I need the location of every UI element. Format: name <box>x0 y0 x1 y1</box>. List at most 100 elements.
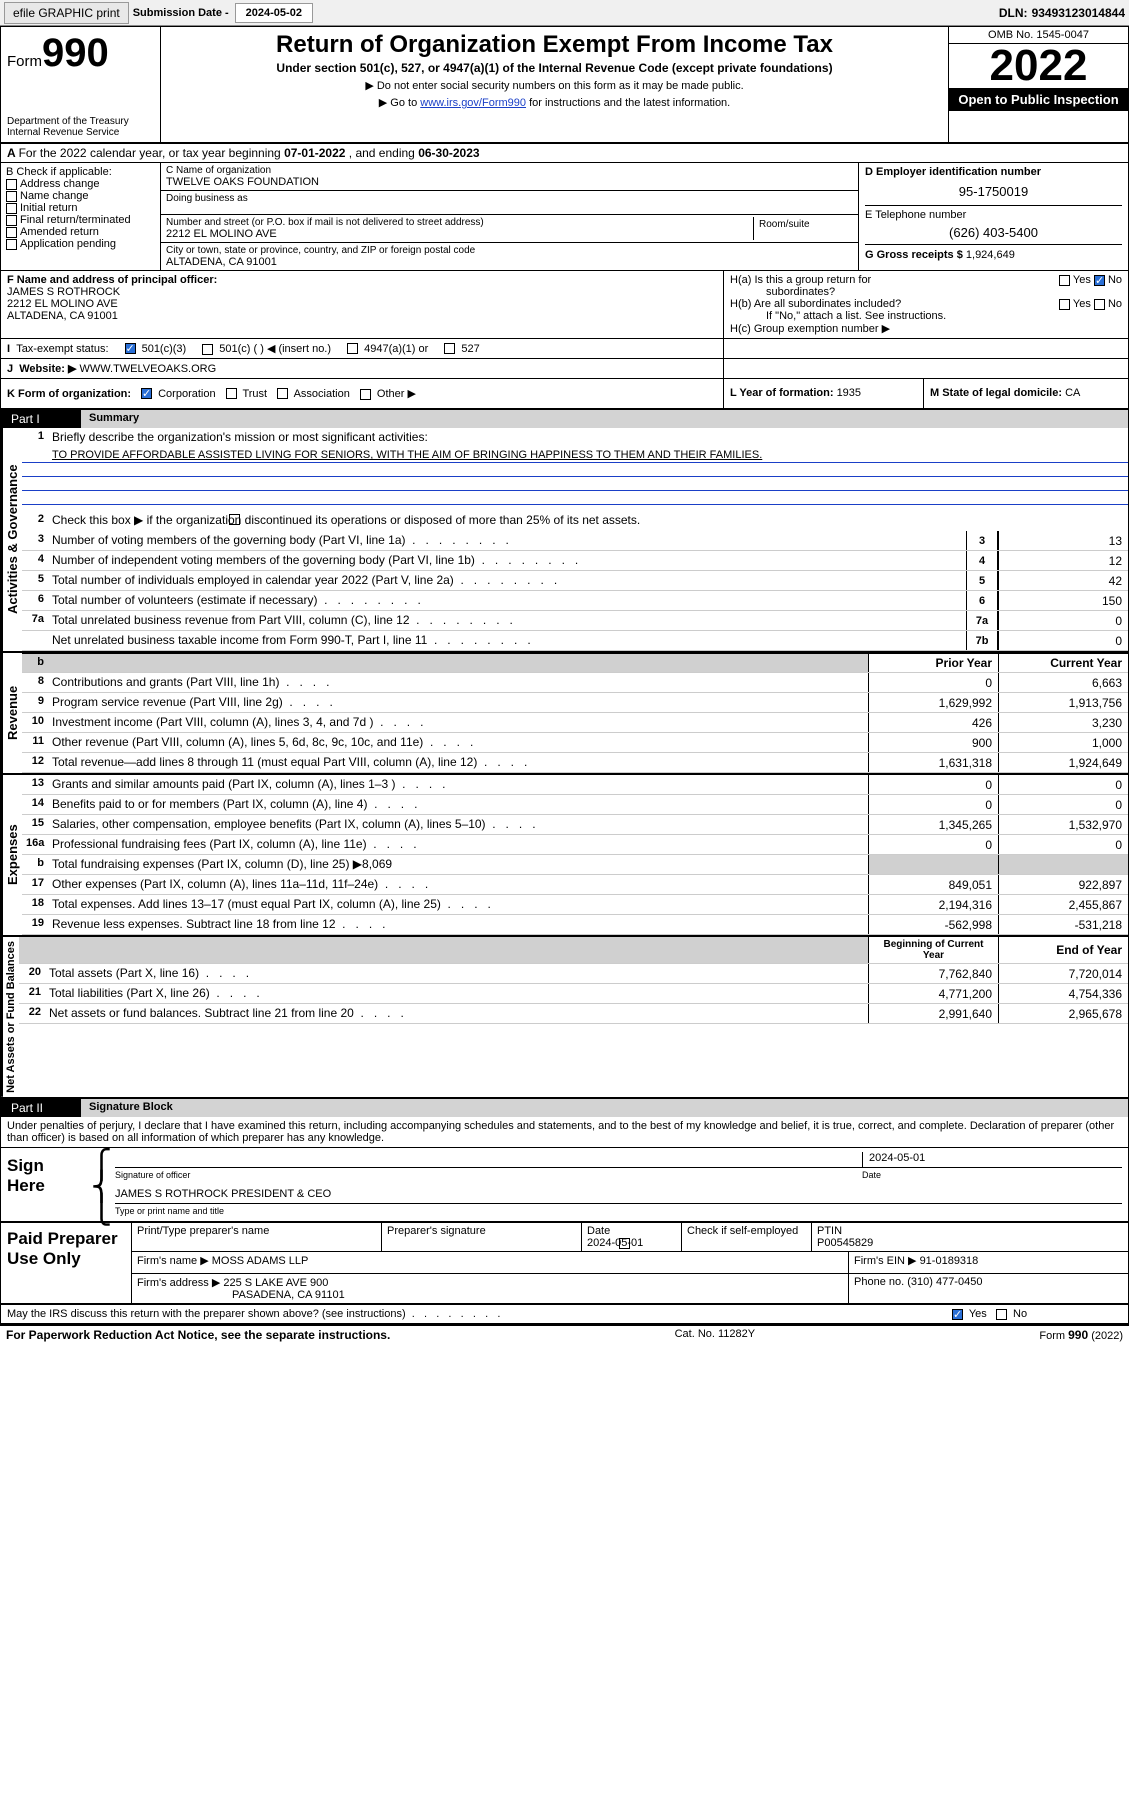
prep-phone-label: Phone no. <box>854 1276 907 1288</box>
firm-ein-label: Firm's EIN ▶ <box>854 1255 920 1267</box>
ln-b-val: 8,069 <box>362 857 392 871</box>
cb-address-change[interactable] <box>6 179 17 190</box>
ein-value: 95-1750019 <box>865 178 1122 205</box>
penalties-text: Under penalties of perjury, I declare th… <box>1 1117 1128 1148</box>
irs-q: May the IRS discuss this return with the… <box>7 1308 406 1320</box>
ln-text: Benefits paid to or for members (Part IX… <box>48 795 868 814</box>
discuss-yes: Yes <box>969 1308 987 1320</box>
ln-text: Number of voting members of the governin… <box>48 531 966 550</box>
cb-corp[interactable] <box>141 388 152 399</box>
open-public: Open to Public Inspection <box>949 88 1128 111</box>
ln-prior: 0 <box>868 775 998 794</box>
phone-value: (626) 403-5400 <box>865 221 1122 244</box>
preparer-block: Paid Preparer Use Only Print/Type prepar… <box>1 1223 1128 1305</box>
cb-other[interactable] <box>360 389 371 400</box>
ln-text: Other revenue (Part VIII, column (A), li… <box>48 733 868 752</box>
ln-prior: 0 <box>868 795 998 814</box>
cb-501c[interactable] <box>202 344 213 355</box>
ln-text: Total revenue—add lines 8 through 11 (mu… <box>48 753 868 772</box>
opt-trust: Trust <box>242 388 267 400</box>
row-a-tax-year: A For the 2022 calendar year, or tax yea… <box>1 144 1128 163</box>
ln-text: Investment income (Part VIII, column (A)… <box>48 713 868 732</box>
cb-amended[interactable] <box>6 227 17 238</box>
row-klm: K Form of organization: Corporation Trus… <box>1 379 1128 410</box>
sig-officer-label: Signature of officer <box>115 1170 862 1180</box>
cb-discontinued[interactable] <box>229 514 240 525</box>
ln-curr: 0 <box>998 835 1128 854</box>
cb-4947[interactable] <box>347 343 358 354</box>
ln-box: 7a <box>966 611 998 630</box>
cb-501c3[interactable] <box>125 343 136 354</box>
ln-box: 7b <box>966 631 998 650</box>
ln-num: 18 <box>22 895 48 914</box>
f-label: F Name and address of principal officer: <box>7 274 217 286</box>
ln-prior: 849,051 <box>868 875 998 894</box>
ln-text: Total assets (Part X, line 16) <box>45 964 868 983</box>
part2-title: Signature Block <box>81 1099 1128 1117</box>
ln-num: 16a <box>22 835 48 854</box>
ln-text: Program service revenue (Part VIII, line… <box>48 693 868 712</box>
part2-tab: Part II <box>1 1099 81 1117</box>
ln-curr: 3,230 <box>998 713 1128 732</box>
org-name: TWELVE OAKS FOUNDATION <box>166 176 853 188</box>
ln-box: 6 <box>966 591 998 610</box>
cb-discuss-yes[interactable] <box>952 1309 963 1320</box>
sig-date-label: Date <box>862 1170 1122 1180</box>
ln-num: 6 <box>22 591 48 610</box>
cb-ha-no[interactable] <box>1094 275 1105 286</box>
cb-trust[interactable] <box>226 388 237 399</box>
ptin-value: P00545829 <box>817 1237 873 1249</box>
ln-prior: 900 <box>868 733 998 752</box>
room-label: Room/suite <box>759 219 848 230</box>
ln-prior: 0 <box>868 835 998 854</box>
ln-text: Salaries, other compensation, employee b… <box>48 815 868 834</box>
cb-final-return[interactable] <box>6 215 17 226</box>
ln-curr: 1,924,649 <box>998 753 1128 772</box>
m-label: M State of legal domicile: <box>930 387 1065 399</box>
ein-label: D Employer identification number <box>865 166 1041 178</box>
cb-ha-yes[interactable] <box>1059 275 1070 286</box>
website-value: WWW.TWELVEOAKS.ORG <box>79 363 216 375</box>
ln-num: 17 <box>22 875 48 894</box>
efile-print-button[interactable]: efile GRAPHIC print <box>4 2 129 24</box>
ln-text: Other expenses (Part IX, column (A), lin… <box>48 875 868 894</box>
opt-corp: Corporation <box>158 388 215 400</box>
goto-post: for instructions and the latest informat… <box>526 97 730 109</box>
submission-label: Submission Date - <box>133 7 229 19</box>
cb-initial-return[interactable] <box>6 203 17 214</box>
ln-box: 5 <box>966 571 998 590</box>
ln-text: Total liabilities (Part X, line 26) <box>45 984 868 1003</box>
cb-app-pending[interactable] <box>6 239 17 250</box>
ln-text: Net assets or fund balances. Subtract li… <box>45 1004 868 1023</box>
ln-curr: 1,532,970 <box>998 815 1128 834</box>
cat-governance: Activities & Governance <box>1 428 22 651</box>
form-title: Return of Organization Exempt From Incom… <box>169 31 940 59</box>
cb-discuss-no[interactable] <box>996 1309 1007 1320</box>
sig-date: 2024-05-01 <box>862 1152 1122 1167</box>
phone-label: E Telephone number <box>865 205 1122 221</box>
ha-sub: subordinates? <box>730 286 1122 298</box>
lbl-amended: Amended return <box>20 226 99 238</box>
ln-num: 4 <box>22 551 48 570</box>
ln-text: Contributions and grants (Part VIII, lin… <box>48 673 868 692</box>
ln-text: Total unrelated business revenue from Pa… <box>48 611 966 630</box>
ln-curr: -531,218 <box>998 915 1128 934</box>
hb-note: If "No," attach a list. See instructions… <box>730 310 1122 322</box>
ln-num: 20 <box>19 964 45 983</box>
cb-name-change[interactable] <box>6 191 17 202</box>
ln-val: 13 <box>998 531 1128 550</box>
l-value: 1935 <box>837 387 861 399</box>
officer-sig-name: JAMES S ROTHROCK PRESIDENT & CEO <box>115 1188 331 1203</box>
irs-link[interactable]: www.irs.gov/Form990 <box>420 97 526 109</box>
ln-val: 0 <box>998 631 1128 650</box>
cb-assoc[interactable] <box>277 388 288 399</box>
cb-hb-yes[interactable] <box>1059 299 1070 310</box>
cb-self-employed[interactable] <box>619 1238 630 1249</box>
ty-begin: 07-01-2022 <box>284 146 345 160</box>
ln-prior: 2,194,316 <box>868 895 998 914</box>
cb-hb-no[interactable] <box>1094 299 1105 310</box>
hdr-end-year: End of Year <box>998 937 1128 963</box>
row-fh: F Name and address of principal officer:… <box>1 271 1128 339</box>
cb-527[interactable] <box>444 343 455 354</box>
prep-date-label: Date <box>587 1225 610 1237</box>
